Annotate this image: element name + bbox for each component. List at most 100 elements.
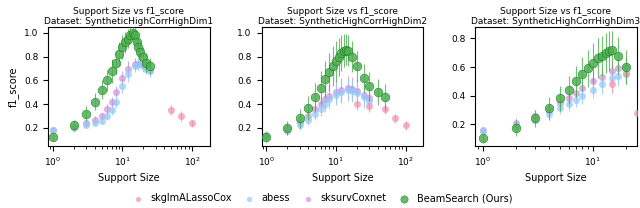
- X-axis label: Support Size: Support Size: [312, 173, 373, 183]
- Point: [316, 103, 326, 106]
- Point: [577, 94, 588, 97]
- Point: [90, 121, 100, 125]
- Point: [111, 100, 121, 103]
- Y-axis label: f1_score: f1_score: [8, 66, 19, 106]
- Point: [102, 107, 112, 110]
- Point: [133, 46, 143, 49]
- Point: [563, 88, 573, 92]
- Point: [607, 48, 618, 52]
- Title: Support Size vs f1_score
Dataset: SyntheticHighCorrHighDim2: Support Size vs f1_score Dataset: Synthe…: [258, 7, 427, 26]
- Point: [48, 136, 58, 139]
- Point: [123, 67, 133, 70]
- Point: [358, 93, 369, 96]
- Point: [294, 124, 305, 127]
- Point: [316, 86, 326, 89]
- Point: [563, 97, 573, 100]
- Point: [607, 83, 618, 86]
- Point: [176, 114, 186, 118]
- Point: [107, 69, 117, 73]
- Point: [477, 128, 488, 131]
- Point: [107, 100, 117, 103]
- Point: [97, 119, 107, 122]
- Point: [320, 98, 330, 101]
- Point: [303, 118, 314, 121]
- Point: [607, 77, 618, 80]
- Point: [577, 87, 588, 90]
- Point: [145, 69, 156, 73]
- Point: [328, 64, 338, 68]
- Point: [390, 117, 400, 120]
- Point: [111, 61, 121, 64]
- Point: [604, 50, 614, 53]
- Point: [145, 64, 156, 68]
- Point: [294, 120, 305, 124]
- Point: [310, 95, 320, 99]
- Point: [117, 76, 127, 80]
- Point: [310, 112, 320, 115]
- Point: [588, 61, 598, 64]
- Point: [138, 55, 148, 58]
- Point: [364, 97, 374, 100]
- Point: [138, 64, 148, 68]
- Point: [544, 113, 554, 116]
- Point: [364, 105, 374, 108]
- Point: [90, 118, 100, 121]
- Point: [133, 62, 143, 66]
- Point: [337, 88, 347, 92]
- Point: [600, 51, 611, 54]
- Point: [261, 136, 271, 139]
- Point: [102, 79, 112, 82]
- Point: [347, 89, 357, 93]
- Point: [48, 129, 58, 132]
- Point: [555, 101, 565, 104]
- Point: [337, 51, 347, 55]
- Point: [123, 73, 133, 76]
- Point: [337, 91, 347, 94]
- Point: [145, 68, 156, 71]
- Point: [621, 71, 631, 74]
- Point: [364, 99, 374, 102]
- Point: [127, 31, 138, 35]
- Point: [331, 93, 341, 96]
- Point: [117, 85, 127, 88]
- Point: [477, 137, 488, 140]
- Point: [282, 127, 292, 131]
- Point: [141, 66, 152, 69]
- Point: [97, 88, 107, 92]
- Point: [511, 127, 521, 130]
- Point: [380, 95, 390, 99]
- Point: [380, 107, 390, 110]
- Point: [120, 41, 131, 44]
- Point: [358, 76, 369, 80]
- Point: [621, 73, 631, 76]
- Point: [401, 124, 411, 127]
- Point: [261, 134, 271, 138]
- Point: [132, 41, 142, 44]
- Point: [339, 49, 349, 52]
- Title: Support Size vs f1_score
Dataset: SyntheticHighCorrHighDim3: Support Size vs f1_score Dataset: Synthe…: [471, 7, 640, 26]
- Point: [81, 112, 92, 115]
- Point: [90, 100, 100, 103]
- Point: [68, 124, 79, 127]
- Point: [621, 65, 631, 69]
- Point: [583, 67, 593, 70]
- Point: [333, 55, 344, 58]
- Point: [347, 87, 357, 90]
- Point: [531, 114, 541, 117]
- Point: [563, 103, 573, 106]
- Point: [571, 80, 581, 83]
- Point: [571, 91, 581, 94]
- Point: [303, 114, 314, 118]
- Point: [303, 106, 314, 109]
- Point: [129, 34, 140, 37]
- Point: [68, 125, 79, 128]
- Point: [324, 94, 334, 98]
- Point: [607, 70, 618, 73]
- Point: [588, 88, 598, 92]
- Point: [613, 54, 623, 57]
- Point: [593, 57, 603, 60]
- Point: [97, 114, 107, 118]
- Point: [68, 126, 79, 129]
- Point: [129, 64, 140, 68]
- Point: [613, 74, 623, 77]
